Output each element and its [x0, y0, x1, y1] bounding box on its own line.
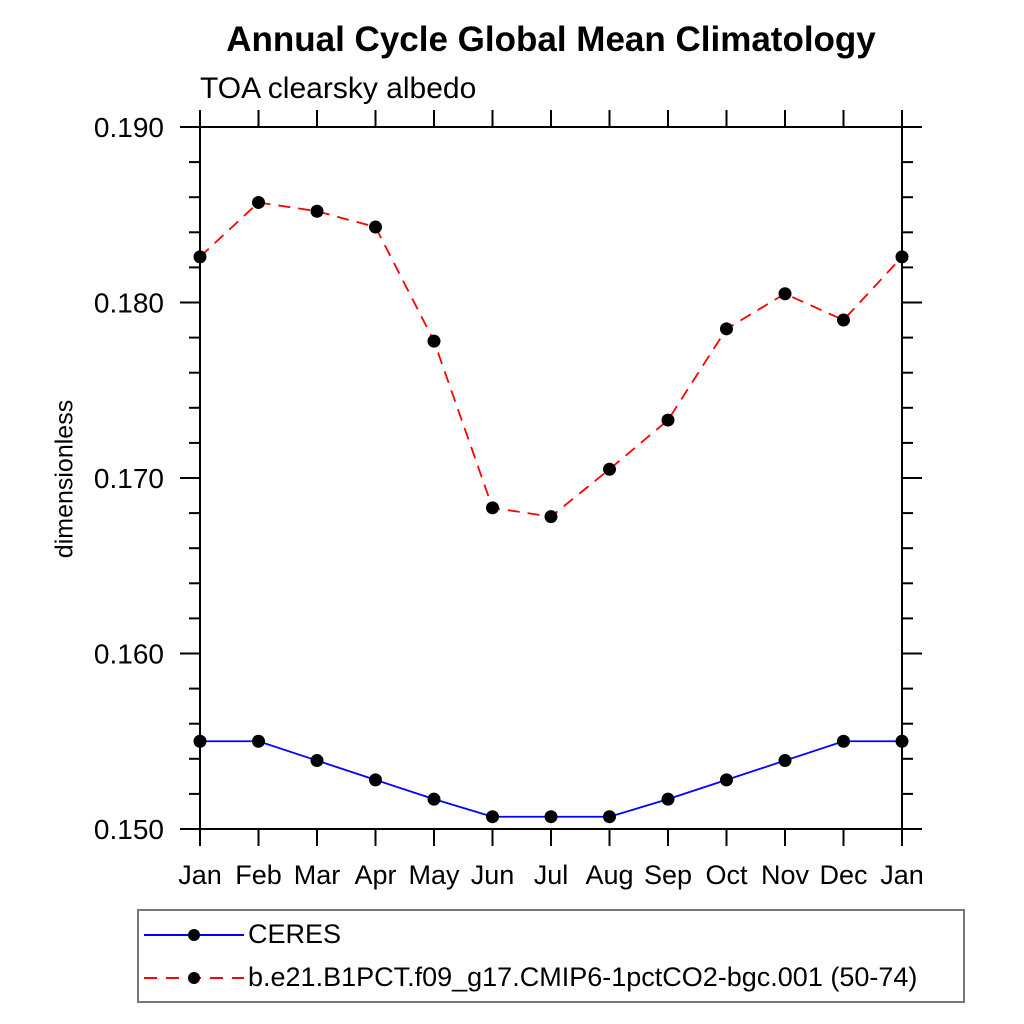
axis-frame [199, 126, 903, 830]
legend-marker-sample [188, 971, 200, 984]
data-point-marker [837, 734, 850, 748]
x-tick-label: Feb [235, 860, 282, 890]
data-point-marker [544, 810, 558, 824]
legend-item-model: b.e21.B1PCT.f09_g17.CMIP6-1pctCO2-bgc.00… [142, 962, 963, 993]
data-point-marker [661, 792, 675, 806]
legend-marker-sample [188, 928, 200, 941]
legend-label-model: b.e21.B1PCT.f09_g17.CMIP6-1pctCO2-bgc.00… [248, 962, 918, 992]
data-point-marker [544, 510, 558, 524]
data-point-marker [895, 250, 909, 264]
data-point-marker [193, 734, 207, 748]
model-line-swatch [144, 971, 244, 984]
x-tick-label: Sep [644, 860, 692, 890]
legend-label-ceres: CERES [248, 919, 342, 949]
data-point-marker [486, 810, 499, 824]
data-point-marker [310, 754, 324, 768]
x-tick-label: Mar [294, 860, 341, 890]
x-tick-label: May [408, 860, 460, 890]
x-tick-label: Apr [354, 860, 396, 890]
x-tick-label: Aug [585, 860, 633, 890]
data-point-marker [369, 773, 382, 787]
data-point-marker [661, 413, 675, 427]
x-tick-label: Nov [761, 860, 810, 890]
x-tick-label: Dec [819, 860, 867, 890]
data-point-marker [193, 250, 207, 264]
x-tick-label: Jan [178, 860, 222, 890]
data-point-marker [603, 810, 616, 824]
data-point-marker [720, 322, 733, 336]
data-point-marker [895, 734, 909, 748]
x-tick-label: Jan [880, 860, 924, 890]
y-tick-label: 0.150 [94, 814, 164, 845]
y-tick-label: 0.160 [94, 639, 164, 670]
data-point-marker [603, 462, 616, 476]
data-point-marker [837, 313, 850, 327]
y-tick-label: 0.190 [94, 112, 164, 143]
data-point-marker [310, 204, 324, 218]
ceres-line [200, 740, 902, 818]
chart-title: Annual Cycle Global Mean Climatology [226, 20, 876, 59]
data-point-marker [486, 501, 499, 515]
data-point-marker [252, 195, 265, 209]
data-point-marker [427, 334, 441, 348]
y-tick-label: 0.170 [94, 463, 164, 494]
ceres-line-swatch [144, 928, 244, 941]
data-point-marker [427, 792, 441, 806]
x-tick-label: Jul [534, 860, 569, 890]
y-tick-label: 0.180 [94, 288, 164, 319]
chart-subtitle: TOA clearsky albedo [200, 72, 477, 105]
legend-item-ceres: CERES [142, 919, 963, 950]
data-point-marker [252, 734, 265, 748]
data-point-marker [778, 754, 792, 768]
legend: CERES b.e21.B1PCT.f09_g17.CMIP6-1pctCO2-… [137, 909, 965, 1003]
data-point-marker [369, 220, 382, 234]
data-point-marker [720, 773, 733, 787]
model-line [199, 201, 903, 518]
x-tick-label: Oct [705, 860, 748, 890]
x-tick-label: Jun [471, 860, 515, 890]
data-point-marker [778, 287, 792, 301]
